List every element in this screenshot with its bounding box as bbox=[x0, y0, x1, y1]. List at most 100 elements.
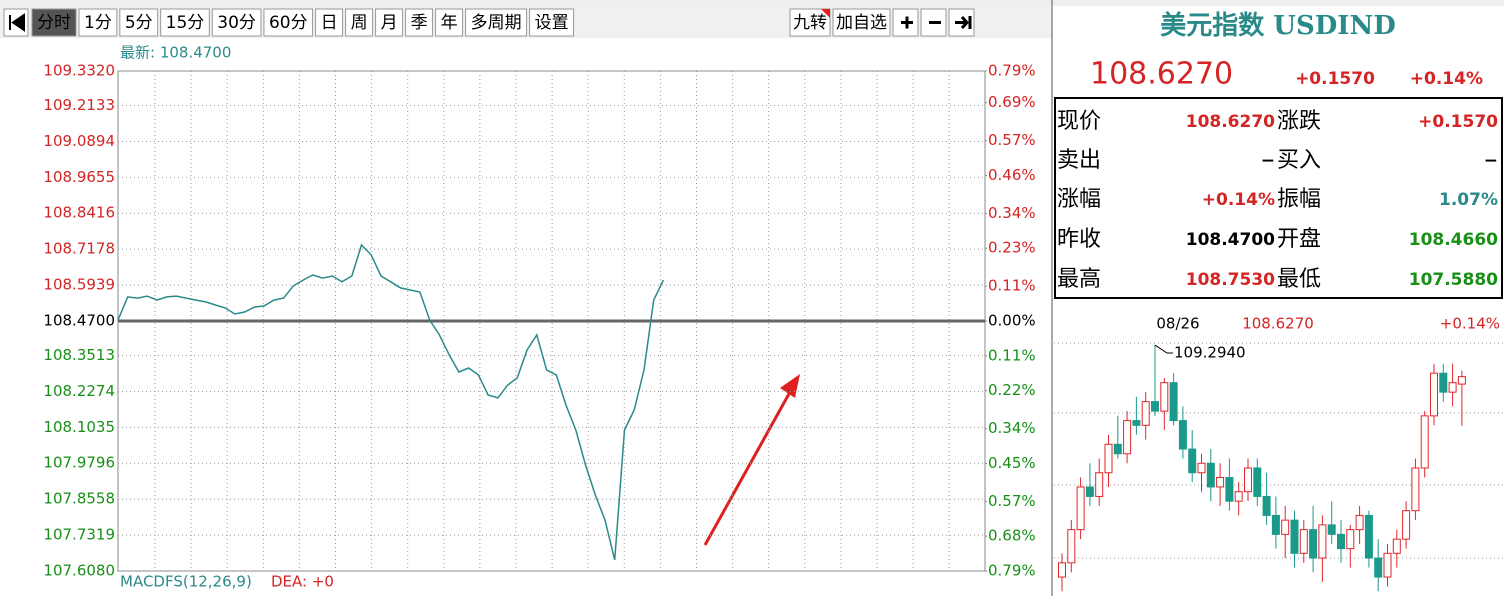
y-tick-label: 108.7178 bbox=[43, 240, 115, 258]
candle-body bbox=[1234, 491, 1243, 502]
y-tick-label: 108.9655 bbox=[43, 168, 115, 186]
y-tick-label: 108.2274 bbox=[43, 382, 115, 400]
row-label: 买入 bbox=[1277, 148, 1321, 173]
y-tick-label: 108.5939 bbox=[43, 276, 115, 294]
period-button[interactable] bbox=[435, 8, 464, 37]
candle-body bbox=[1374, 557, 1383, 578]
period-button[interactable] bbox=[31, 8, 77, 37]
candle-body bbox=[1299, 529, 1308, 554]
y2-tick-label: 0.46% bbox=[988, 166, 1036, 184]
period-label: 多周期 bbox=[471, 13, 522, 33]
candle-body bbox=[1178, 420, 1187, 450]
candle-body bbox=[1085, 486, 1094, 497]
candle-body bbox=[1253, 467, 1262, 497]
price-line bbox=[117, 243, 665, 561]
latest-label: 最新: 108.4700 bbox=[120, 44, 231, 62]
row-value: +0.1570 bbox=[1418, 112, 1498, 132]
y2-tick-label: 0.11% bbox=[988, 346, 1036, 364]
y2-tick-label: 0.69% bbox=[988, 93, 1036, 111]
period-button[interactable] bbox=[211, 8, 262, 37]
arrow-annotation bbox=[703, 374, 800, 546]
tool-flag bbox=[821, 9, 830, 18]
quote-change: +0.1570 bbox=[1295, 69, 1375, 89]
period-button[interactable] bbox=[465, 8, 528, 37]
period-label: 月 bbox=[381, 13, 398, 33]
candle-body bbox=[1104, 443, 1113, 474]
row-label: 涨幅 bbox=[1057, 187, 1101, 212]
arrow-head bbox=[780, 374, 800, 398]
y2-tick-label: 0.45% bbox=[988, 454, 1036, 472]
y-tick-label: 108.4700 bbox=[43, 312, 115, 330]
candle-body bbox=[1327, 524, 1336, 535]
period-label: 30分 bbox=[217, 13, 256, 33]
quote-change-pct: +0.14% bbox=[1410, 69, 1483, 89]
quote-title: 美元指数 USDIND bbox=[1160, 10, 1396, 41]
top-strip bbox=[0, 0, 1504, 6]
row-label: 昨收 bbox=[1057, 227, 1101, 252]
candle-body bbox=[1271, 514, 1280, 535]
period-button[interactable] bbox=[263, 8, 314, 37]
period-button[interactable] bbox=[529, 8, 575, 37]
y2-tick-label: 0.79% bbox=[988, 562, 1036, 580]
tool-button[interactable] bbox=[832, 8, 891, 37]
candle-body bbox=[1281, 519, 1290, 535]
period-button[interactable] bbox=[119, 8, 159, 37]
first-icon bbox=[9, 13, 25, 32]
candle-body bbox=[1225, 476, 1234, 502]
candle-body bbox=[1141, 401, 1150, 426]
period-button[interactable] bbox=[345, 8, 374, 37]
candle-body bbox=[1383, 552, 1392, 578]
y-tick-label: 108.3513 bbox=[43, 346, 115, 364]
candle-pct: +0.14% bbox=[1440, 315, 1500, 333]
period-button[interactable] bbox=[405, 8, 434, 37]
row-value: +0.14% bbox=[1202, 190, 1275, 210]
candle-body bbox=[1076, 486, 1085, 531]
row-value: − bbox=[1484, 151, 1498, 171]
period-label: 周 bbox=[351, 13, 368, 33]
candle-body bbox=[1216, 476, 1225, 488]
y-tick-label: 109.3320 bbox=[43, 62, 115, 80]
candle-body bbox=[1337, 533, 1345, 550]
candle-body bbox=[1309, 529, 1318, 559]
y2-tick-label: 0.23% bbox=[988, 239, 1036, 257]
y2-tick-label: 0.34% bbox=[988, 204, 1036, 222]
y2-tick-label: 0.34% bbox=[988, 419, 1036, 437]
period-button[interactable] bbox=[78, 8, 118, 37]
tool-button[interactable] bbox=[789, 8, 831, 37]
candle-body bbox=[1402, 510, 1411, 540]
candle-body bbox=[1123, 420, 1132, 455]
row-value: − bbox=[1261, 151, 1275, 171]
candle-body bbox=[1113, 443, 1122, 455]
candle-date: 08/26 bbox=[1156, 315, 1199, 333]
candle-body bbox=[1058, 562, 1066, 578]
row-label: 振幅 bbox=[1277, 187, 1321, 212]
y-tick-label: 108.1035 bbox=[43, 418, 115, 436]
candle-body bbox=[1448, 382, 1457, 393]
period-button[interactable] bbox=[160, 8, 210, 37]
tool-label: 九转 bbox=[793, 13, 827, 33]
candle-body bbox=[1151, 401, 1159, 412]
row-value: 108.4660 bbox=[1409, 230, 1498, 250]
row-value: 108.4700 bbox=[1186, 230, 1275, 250]
candle-body bbox=[1420, 415, 1429, 469]
row-label: 卖出 bbox=[1057, 148, 1101, 173]
candle-body bbox=[1318, 524, 1327, 559]
period-label: 1分 bbox=[84, 13, 112, 33]
period-button[interactable] bbox=[315, 8, 344, 37]
y2-tick-label: 0.11% bbox=[988, 277, 1036, 295]
y-tick-label: 109.0894 bbox=[43, 132, 115, 150]
y-tick-label: 107.9796 bbox=[43, 454, 115, 472]
period-label: 日 bbox=[321, 13, 338, 33]
candle-body bbox=[1169, 382, 1178, 422]
quote-table bbox=[1054, 97, 1503, 299]
row-label: 最低 bbox=[1277, 267, 1321, 292]
candle-body bbox=[1411, 467, 1420, 512]
period-button[interactable] bbox=[375, 8, 404, 37]
candle-body bbox=[1392, 538, 1401, 554]
y2-tick-label: 0.68% bbox=[988, 527, 1036, 545]
y-tick-label: 107.8558 bbox=[43, 490, 115, 508]
candle-body bbox=[1160, 382, 1169, 412]
candle-body bbox=[1355, 514, 1364, 531]
candle-body bbox=[1364, 514, 1373, 559]
